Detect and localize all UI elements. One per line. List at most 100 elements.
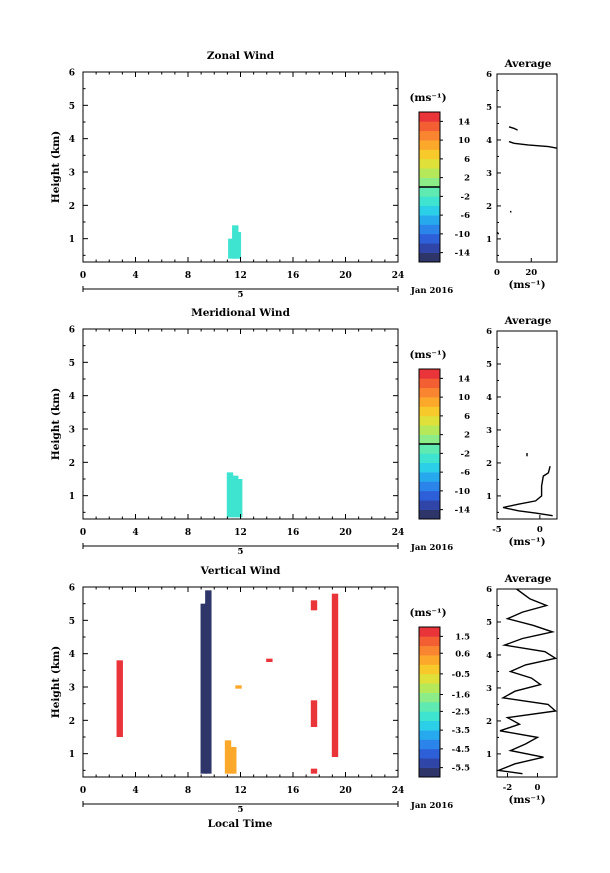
x-tick-label: 12 (234, 786, 247, 796)
colorbar-tick-label: -2.5 (452, 707, 470, 717)
y-tick-label: 2 (69, 717, 75, 727)
colorbar-swatch (419, 664, 440, 675)
average-y-tick-label: 5 (486, 103, 492, 113)
x-tick-label: 4 (132, 786, 138, 796)
y-tick-label: 6 (69, 69, 75, 79)
colorbar-tick-label: -5.5 (452, 764, 470, 774)
y-axis-label: Height (km) (50, 388, 62, 460)
y-tick-label: 6 (69, 326, 75, 336)
colorbar-swatch (419, 233, 440, 244)
average-frame (496, 588, 558, 778)
panel-title: Zonal Wind (207, 50, 275, 62)
colorbar-swatch (419, 490, 440, 501)
colorbar-swatch (419, 397, 440, 407)
data-cell (331, 593, 339, 757)
colorbar-tick-label: -1.6 (452, 691, 470, 701)
colorbar-swatch (419, 243, 440, 253)
colorbar-tick-label: 2 (464, 174, 470, 184)
x-tick-label: 4 (132, 528, 138, 538)
colorbar-swatch (419, 472, 440, 482)
colorbar-swatch (419, 121, 440, 132)
y-tick-label: 1 (69, 492, 75, 502)
data-cell (205, 590, 212, 774)
colorbar-tick-label: 6 (464, 412, 470, 422)
y-tick-label: 4 (69, 392, 75, 402)
average-y-tick-label: 6 (486, 585, 492, 595)
y-axis-label: Height (km) (50, 646, 62, 718)
colorbar-swatch (419, 645, 440, 656)
y-tick-label: 5 (69, 359, 75, 369)
x-tick-label: 0 (80, 271, 86, 281)
colorbar-swatch (419, 730, 440, 740)
colorbar-tick-label: -6 (461, 211, 471, 221)
colorbar-swatch (419, 636, 440, 647)
colorbar-swatch (419, 187, 440, 197)
colorbar-unit: (ms⁻¹) (409, 92, 446, 104)
colorbar-swatch (419, 140, 440, 150)
y-tick-label: 4 (69, 135, 75, 145)
data-cell (230, 747, 237, 774)
data-cell (224, 740, 232, 774)
colorbar-swatch (419, 205, 440, 216)
colorbar-swatch (419, 720, 440, 731)
colorbar-swatch (419, 673, 440, 684)
average-y-tick-label: 2 (486, 202, 492, 212)
y-tick-label: 6 (69, 584, 75, 594)
average-y-tick-label: 1 (486, 750, 492, 760)
average-y-tick-label: 6 (486, 70, 492, 80)
plot-frame (82, 586, 399, 778)
y-tick-label: 3 (69, 426, 75, 436)
date-day-label: 5 (238, 805, 244, 815)
average-profile-line (508, 126, 518, 131)
colorbar-tick-label: 14 (458, 117, 470, 127)
average-profile-line (508, 140, 558, 149)
average-y-tick-label: 5 (486, 360, 492, 370)
average-profile-line (502, 466, 553, 517)
colorbar-tick-label: -3.5 (452, 726, 470, 736)
colorbar-tick-label: 10 (458, 136, 470, 146)
colorbar-tick-label: -14 (455, 506, 470, 516)
x-tick-label: 8 (185, 528, 191, 538)
average-unit-label: (ms⁻¹) (508, 794, 545, 806)
x-tick-label: 16 (287, 786, 300, 796)
panel-title: Meridional Wind (191, 307, 290, 319)
data-cell (310, 768, 318, 774)
colorbar-tick-label: 14 (458, 374, 470, 384)
colorbar-swatch (419, 369, 440, 379)
colorbar-swatch (419, 453, 440, 464)
colorbar-tick-label: -10 (455, 230, 470, 240)
date-day-label: 5 (238, 547, 244, 557)
data-cell (200, 603, 207, 774)
date-month-label: Jan 2016 (410, 801, 453, 811)
colorbar-swatch (419, 711, 440, 722)
colorbar-swatch (419, 378, 440, 389)
colorbar-tick-label: 6 (464, 155, 470, 165)
average-x-tick-label: -2 (503, 783, 513, 793)
data-cell (235, 685, 242, 689)
y-tick-label: 5 (69, 102, 75, 112)
data-cell (266, 658, 273, 662)
y-tick-label: 4 (69, 650, 75, 660)
colorbar-unit: (ms⁻¹) (409, 607, 446, 619)
colorbar-swatch (419, 739, 440, 750)
colorbar-swatch (419, 655, 440, 665)
colorbar-swatch (419, 149, 440, 160)
average-profile-line (496, 231, 500, 235)
colorbar-swatch (419, 509, 440, 520)
average-y-tick-label: 4 (486, 651, 492, 661)
average-y-tick-label: 3 (486, 684, 492, 694)
data-cell (228, 238, 235, 259)
average-frame (496, 330, 558, 520)
x-tick-label: 16 (287, 271, 300, 281)
colorbar-swatch (419, 692, 440, 703)
y-tick-label: 2 (69, 459, 75, 469)
panel-title: Vertical Wind (200, 565, 281, 577)
date-month-label: Jan 2016 (410, 286, 453, 296)
y-tick-label: 1 (69, 235, 75, 245)
colorbar-swatch (419, 387, 440, 398)
colorbar-swatch (419, 224, 440, 235)
colorbar-swatch (419, 425, 440, 435)
x-tick-label: 24 (392, 271, 405, 281)
